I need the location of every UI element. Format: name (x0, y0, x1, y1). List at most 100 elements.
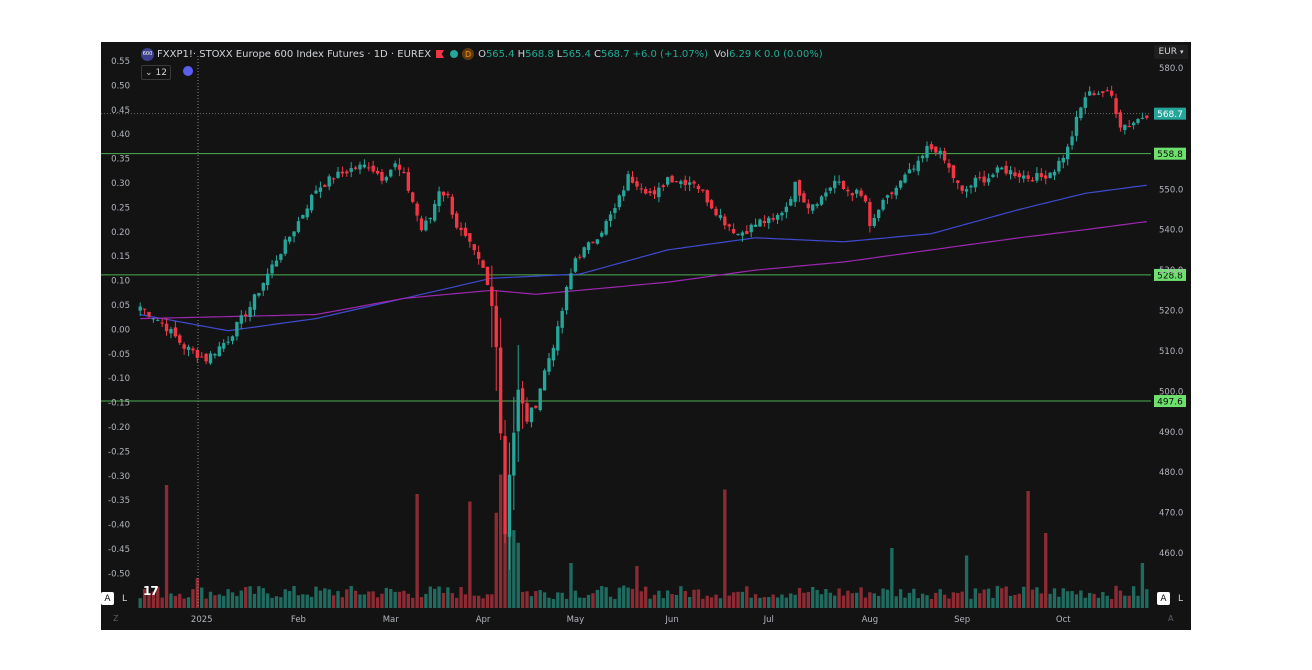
currency-selector[interactable]: EUR ▾ (1154, 45, 1188, 59)
candlestick (881, 198, 885, 212)
candlestick (723, 213, 727, 230)
auto-scale-right-button[interactable]: A (1157, 592, 1170, 605)
volume-bar (718, 598, 723, 608)
candle-body (837, 181, 841, 183)
volume-bar (920, 593, 925, 608)
candlestick (819, 194, 824, 206)
candle-body (1109, 90, 1114, 96)
candlestick (1136, 117, 1140, 125)
candlestick (630, 171, 635, 184)
volume-bar (876, 595, 881, 608)
volume-bar (964, 555, 969, 608)
candlestick (613, 203, 617, 220)
candle-body (551, 347, 556, 361)
volume-bar (731, 592, 736, 608)
candlestick (151, 318, 156, 323)
candle-body (318, 187, 323, 192)
candlestick (463, 222, 468, 238)
candle-body (547, 358, 551, 372)
candlestick (182, 342, 186, 355)
volume-bar (239, 590, 243, 608)
volume-bar (1004, 586, 1008, 608)
left-axis-tick-label: -0.50 (108, 569, 130, 579)
candlestick (789, 196, 793, 207)
symbol-ticker[interactable]: FXXP1! (157, 48, 193, 60)
candlestick (178, 333, 182, 346)
candlestick (731, 223, 736, 235)
candlestick (362, 159, 367, 169)
price-level-tag: 497.6 (1154, 395, 1186, 408)
candle-body (696, 185, 701, 190)
zoom-button[interactable]: Z (113, 614, 119, 623)
candle-body (230, 336, 235, 341)
price-chart[interactable]: 558.8 528.8 497.6 568.7 0.55 0.50 0.45 0.40 0.3… (101, 42, 1191, 630)
volume-bar (771, 594, 775, 608)
candlestick (855, 188, 859, 198)
left-axis-tick-label: -0.35 (108, 496, 130, 506)
candle-body (490, 286, 494, 306)
candle-body (591, 241, 595, 243)
candlestick (964, 186, 969, 198)
candlestick (1109, 85, 1114, 98)
candle-body (622, 190, 626, 197)
candle-body (903, 174, 907, 183)
volume-bar (745, 586, 749, 608)
volume-bar (1140, 563, 1145, 608)
candlestick (837, 175, 841, 186)
candlestick (863, 194, 868, 204)
log-scale-right-button[interactable]: L (1177, 593, 1183, 604)
right-axis-tick-label: 530.0 (1159, 266, 1183, 276)
candlestick (986, 173, 991, 186)
right-axis-tick-label: 520.0 (1159, 307, 1183, 317)
volume-bar (758, 597, 762, 608)
candle-body (758, 219, 762, 227)
volume-bar (639, 591, 643, 608)
price-level-tag-bg (1154, 147, 1186, 160)
candlestick (490, 265, 494, 348)
volume-bar (595, 589, 600, 608)
candle-body (151, 318, 156, 320)
auto-scale-left-button[interactable]: A (101, 592, 114, 605)
volume-bar (156, 586, 160, 608)
indicators-toggle[interactable]: ⌄ 12 (141, 65, 171, 80)
price-level-tag-bg (1154, 395, 1186, 408)
candle-body (235, 321, 239, 337)
volume-bar (951, 592, 956, 608)
candle-body (1030, 180, 1035, 182)
candlestick (784, 202, 789, 219)
candle-body (450, 196, 454, 215)
volume-bar (1087, 592, 1092, 608)
candle-body (995, 167, 1000, 173)
candlestick (345, 169, 349, 177)
candlestick (1123, 124, 1127, 135)
volume-bar (542, 592, 547, 608)
candlestick (279, 253, 283, 263)
volume-bar (1123, 595, 1127, 608)
volume-bar (419, 597, 424, 608)
candle-body (173, 327, 178, 337)
tradingview-logo[interactable]: 17 (143, 584, 159, 598)
volume-bar (885, 589, 890, 608)
volume-bar (1136, 595, 1140, 608)
candlestick (274, 255, 279, 267)
candlestick (459, 222, 463, 237)
eye-icon[interactable] (183, 66, 193, 76)
volume-bar (1070, 591, 1074, 608)
volume-bar (402, 590, 406, 608)
candle-body (415, 203, 419, 216)
candlestick (481, 259, 485, 268)
volume-bar (142, 588, 147, 608)
symbol-icon: 600 (141, 47, 154, 61)
candle-body (195, 349, 200, 358)
price-level-tag: 528.8 (1154, 268, 1186, 281)
candlestick (1039, 168, 1043, 181)
candle-body (595, 239, 600, 244)
candle-body (472, 244, 476, 251)
log-scale-left-button[interactable]: L (121, 593, 127, 604)
candlestick (1017, 170, 1021, 183)
chart-frame[interactable]: 558.8 528.8 497.6 568.7 0.55 0.50 0.45 0.40 0.3… (101, 42, 1191, 630)
candlestick (367, 162, 371, 172)
auto-button[interactable]: A (1168, 614, 1174, 623)
candle-body (437, 191, 441, 207)
candlestick (498, 317, 503, 441)
